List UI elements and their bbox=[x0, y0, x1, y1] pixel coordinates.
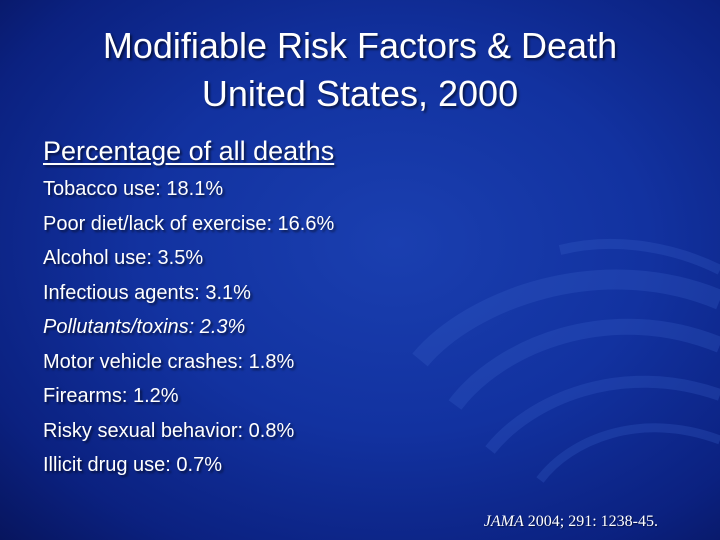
list-item-infectious-agents: Infectious agents: 3.1% bbox=[43, 281, 251, 304]
list-item-sexual-behavior: Risky sexual behavior: 0.8% bbox=[43, 419, 295, 442]
source-citation: JAMA 2004; 291: 1238-45. bbox=[484, 513, 658, 531]
slide-title: Modifiable Risk Factors & Death United S… bbox=[0, 22, 720, 118]
citation-journal: JAMA bbox=[483, 513, 524, 530]
list-item-firearms: Firearms: 1.2% bbox=[43, 385, 179, 407]
slide-title-line-1: Modifiable Risk Factors & Death bbox=[102, 25, 618, 66]
risk-factor-list: Tobacco use: 18.1% Poor diet/lack of exe… bbox=[43, 174, 334, 485]
list-item-illicit-drugs: Illicit drug use: 0.7% bbox=[43, 454, 222, 476]
list-item-motor-vehicle: Motor vehicle crashes: 1.8% bbox=[43, 350, 295, 373]
list-item-alcohol: Alcohol use: 3.5% bbox=[43, 247, 204, 269]
list-item-diet-exercise: Poor diet/lack of exercise: 16.6% bbox=[43, 212, 335, 235]
slide-title-line-2: United States, 2000 bbox=[201, 73, 519, 114]
section-subheading: Percentage of all deaths bbox=[43, 136, 335, 166]
list-item-pollutants: Pollutants/toxins: 2.3% bbox=[43, 316, 246, 338]
citation-details: 2004; 291: 1238-45. bbox=[523, 513, 658, 530]
list-item-tobacco: Tobacco use: 18.1% bbox=[43, 178, 224, 200]
